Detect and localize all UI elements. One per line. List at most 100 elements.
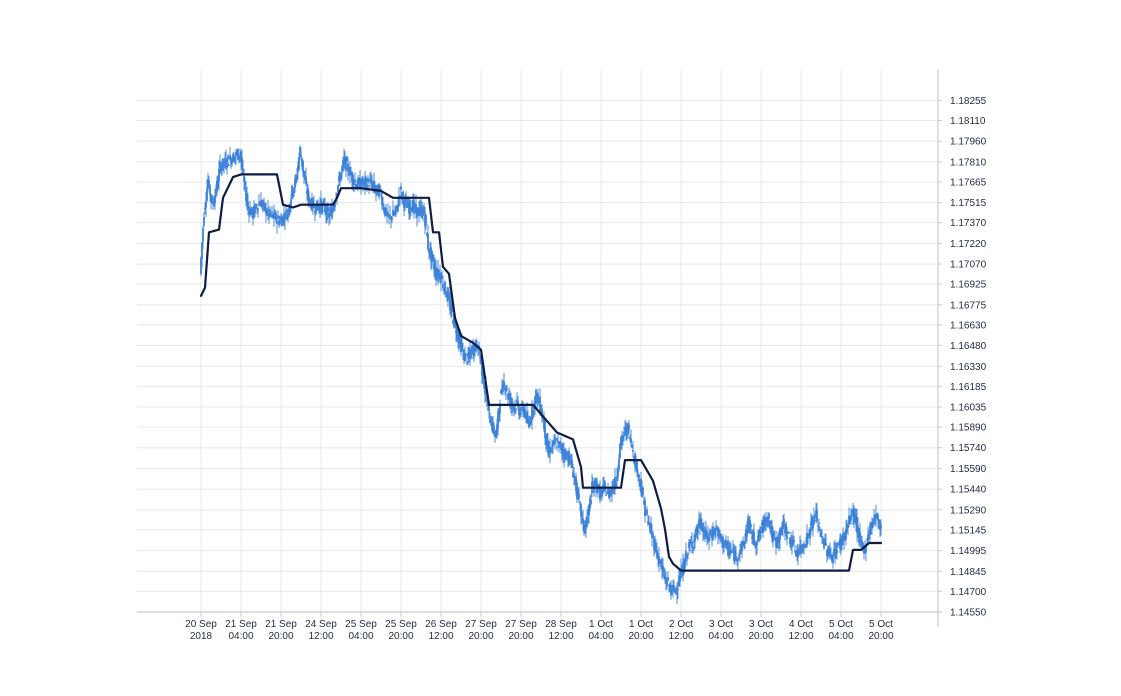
candle-body (694, 535, 696, 542)
candle-body (798, 550, 800, 554)
candle-body (660, 560, 662, 567)
candle-body (554, 440, 556, 444)
candle-body (496, 424, 498, 433)
candle-body (290, 199, 292, 207)
candle-body (863, 546, 865, 554)
candle-body (480, 355, 482, 362)
candle-body (649, 522, 651, 532)
candle-body (695, 528, 697, 535)
candle-body (334, 202, 336, 208)
indicator-line (199, 173, 883, 572)
candle-body (752, 532, 754, 539)
candle-body (824, 538, 826, 546)
candle-body (458, 336, 460, 345)
candle-body (768, 513, 770, 519)
candle-body (245, 190, 247, 202)
candle-body (238, 155, 240, 158)
candle-body (474, 346, 476, 352)
candle-body (390, 216, 392, 220)
candle-body (874, 515, 876, 521)
candle-body (240, 151, 242, 162)
candle-body (547, 440, 549, 454)
candle-body (782, 523, 784, 529)
candle-body (834, 548, 836, 558)
candle-body (464, 353, 466, 362)
candle-body (283, 213, 285, 218)
candle-body (820, 532, 822, 537)
candle-body (456, 326, 458, 339)
x-tick-label: 21 Sep (225, 619, 257, 630)
candle-body (524, 408, 526, 417)
candle-body (802, 543, 804, 549)
candle-body (297, 165, 299, 171)
candle-body (410, 208, 412, 212)
candle-body (299, 147, 301, 154)
candle-body (764, 517, 766, 523)
candle-body (350, 173, 352, 175)
x-tick-sublabel: 12:00 (308, 631, 333, 642)
candle-body (539, 396, 541, 411)
candle-body (631, 445, 633, 447)
candle-body (327, 209, 329, 211)
candle-body (239, 153, 241, 155)
candle-body (823, 541, 825, 549)
candle-body (241, 158, 243, 169)
y-tick-label: 1.15590 (950, 464, 987, 475)
candle-body (715, 529, 717, 531)
candle-body (579, 502, 581, 504)
candle-body (615, 483, 617, 486)
candle-body (304, 178, 306, 180)
candle-body (643, 500, 645, 505)
candle-body (708, 537, 710, 542)
candle-body (744, 542, 746, 544)
candle-body (541, 408, 543, 419)
candle-body (533, 406, 535, 410)
candle-body (429, 249, 431, 253)
candle-body (515, 409, 517, 411)
candle-body (584, 526, 586, 534)
candle-body (461, 342, 463, 350)
candle-body (516, 399, 518, 405)
candle-body (220, 165, 222, 172)
candle-body (338, 175, 340, 182)
candle-body (796, 550, 798, 554)
candle-body (435, 267, 437, 279)
candle-body (387, 212, 389, 217)
candle-body (357, 178, 359, 188)
candle-body (545, 435, 547, 445)
candle-body (309, 199, 311, 202)
candle-body (326, 206, 328, 220)
y-tick-label: 1.18110 (950, 116, 986, 127)
candle-body (727, 545, 729, 556)
candle-body (599, 486, 601, 501)
candle-body (204, 207, 206, 210)
x-tick-sublabel: 12:00 (428, 631, 453, 642)
candle-body (333, 205, 335, 209)
candle-body (648, 523, 650, 525)
candle-body (577, 490, 579, 493)
candle-body (766, 517, 768, 521)
candle-body (500, 390, 502, 394)
candle-body (684, 560, 686, 569)
candle-body (609, 492, 611, 496)
candle-body (544, 420, 546, 438)
candle-body (222, 158, 224, 168)
candle-body (771, 525, 773, 539)
candle-body (723, 543, 725, 547)
candle-body (256, 207, 258, 210)
candle-body (219, 161, 221, 167)
candle-body (531, 406, 533, 420)
y-axis-ticks: 1.18255 1.18110 1.17960 1.17810 1.17665 1.175… (938, 96, 987, 619)
candle-body (726, 542, 728, 546)
candle-body (806, 533, 808, 546)
candle-body (587, 513, 589, 515)
candle-body (682, 562, 684, 577)
candle-body (203, 216, 205, 226)
candle-body (404, 199, 406, 203)
candle-body (206, 188, 208, 201)
candle-body (263, 201, 265, 203)
y-tick-label: 1.14995 (950, 546, 987, 557)
candle-body (583, 520, 585, 533)
candle-body (680, 568, 682, 579)
candle-body (482, 364, 484, 382)
